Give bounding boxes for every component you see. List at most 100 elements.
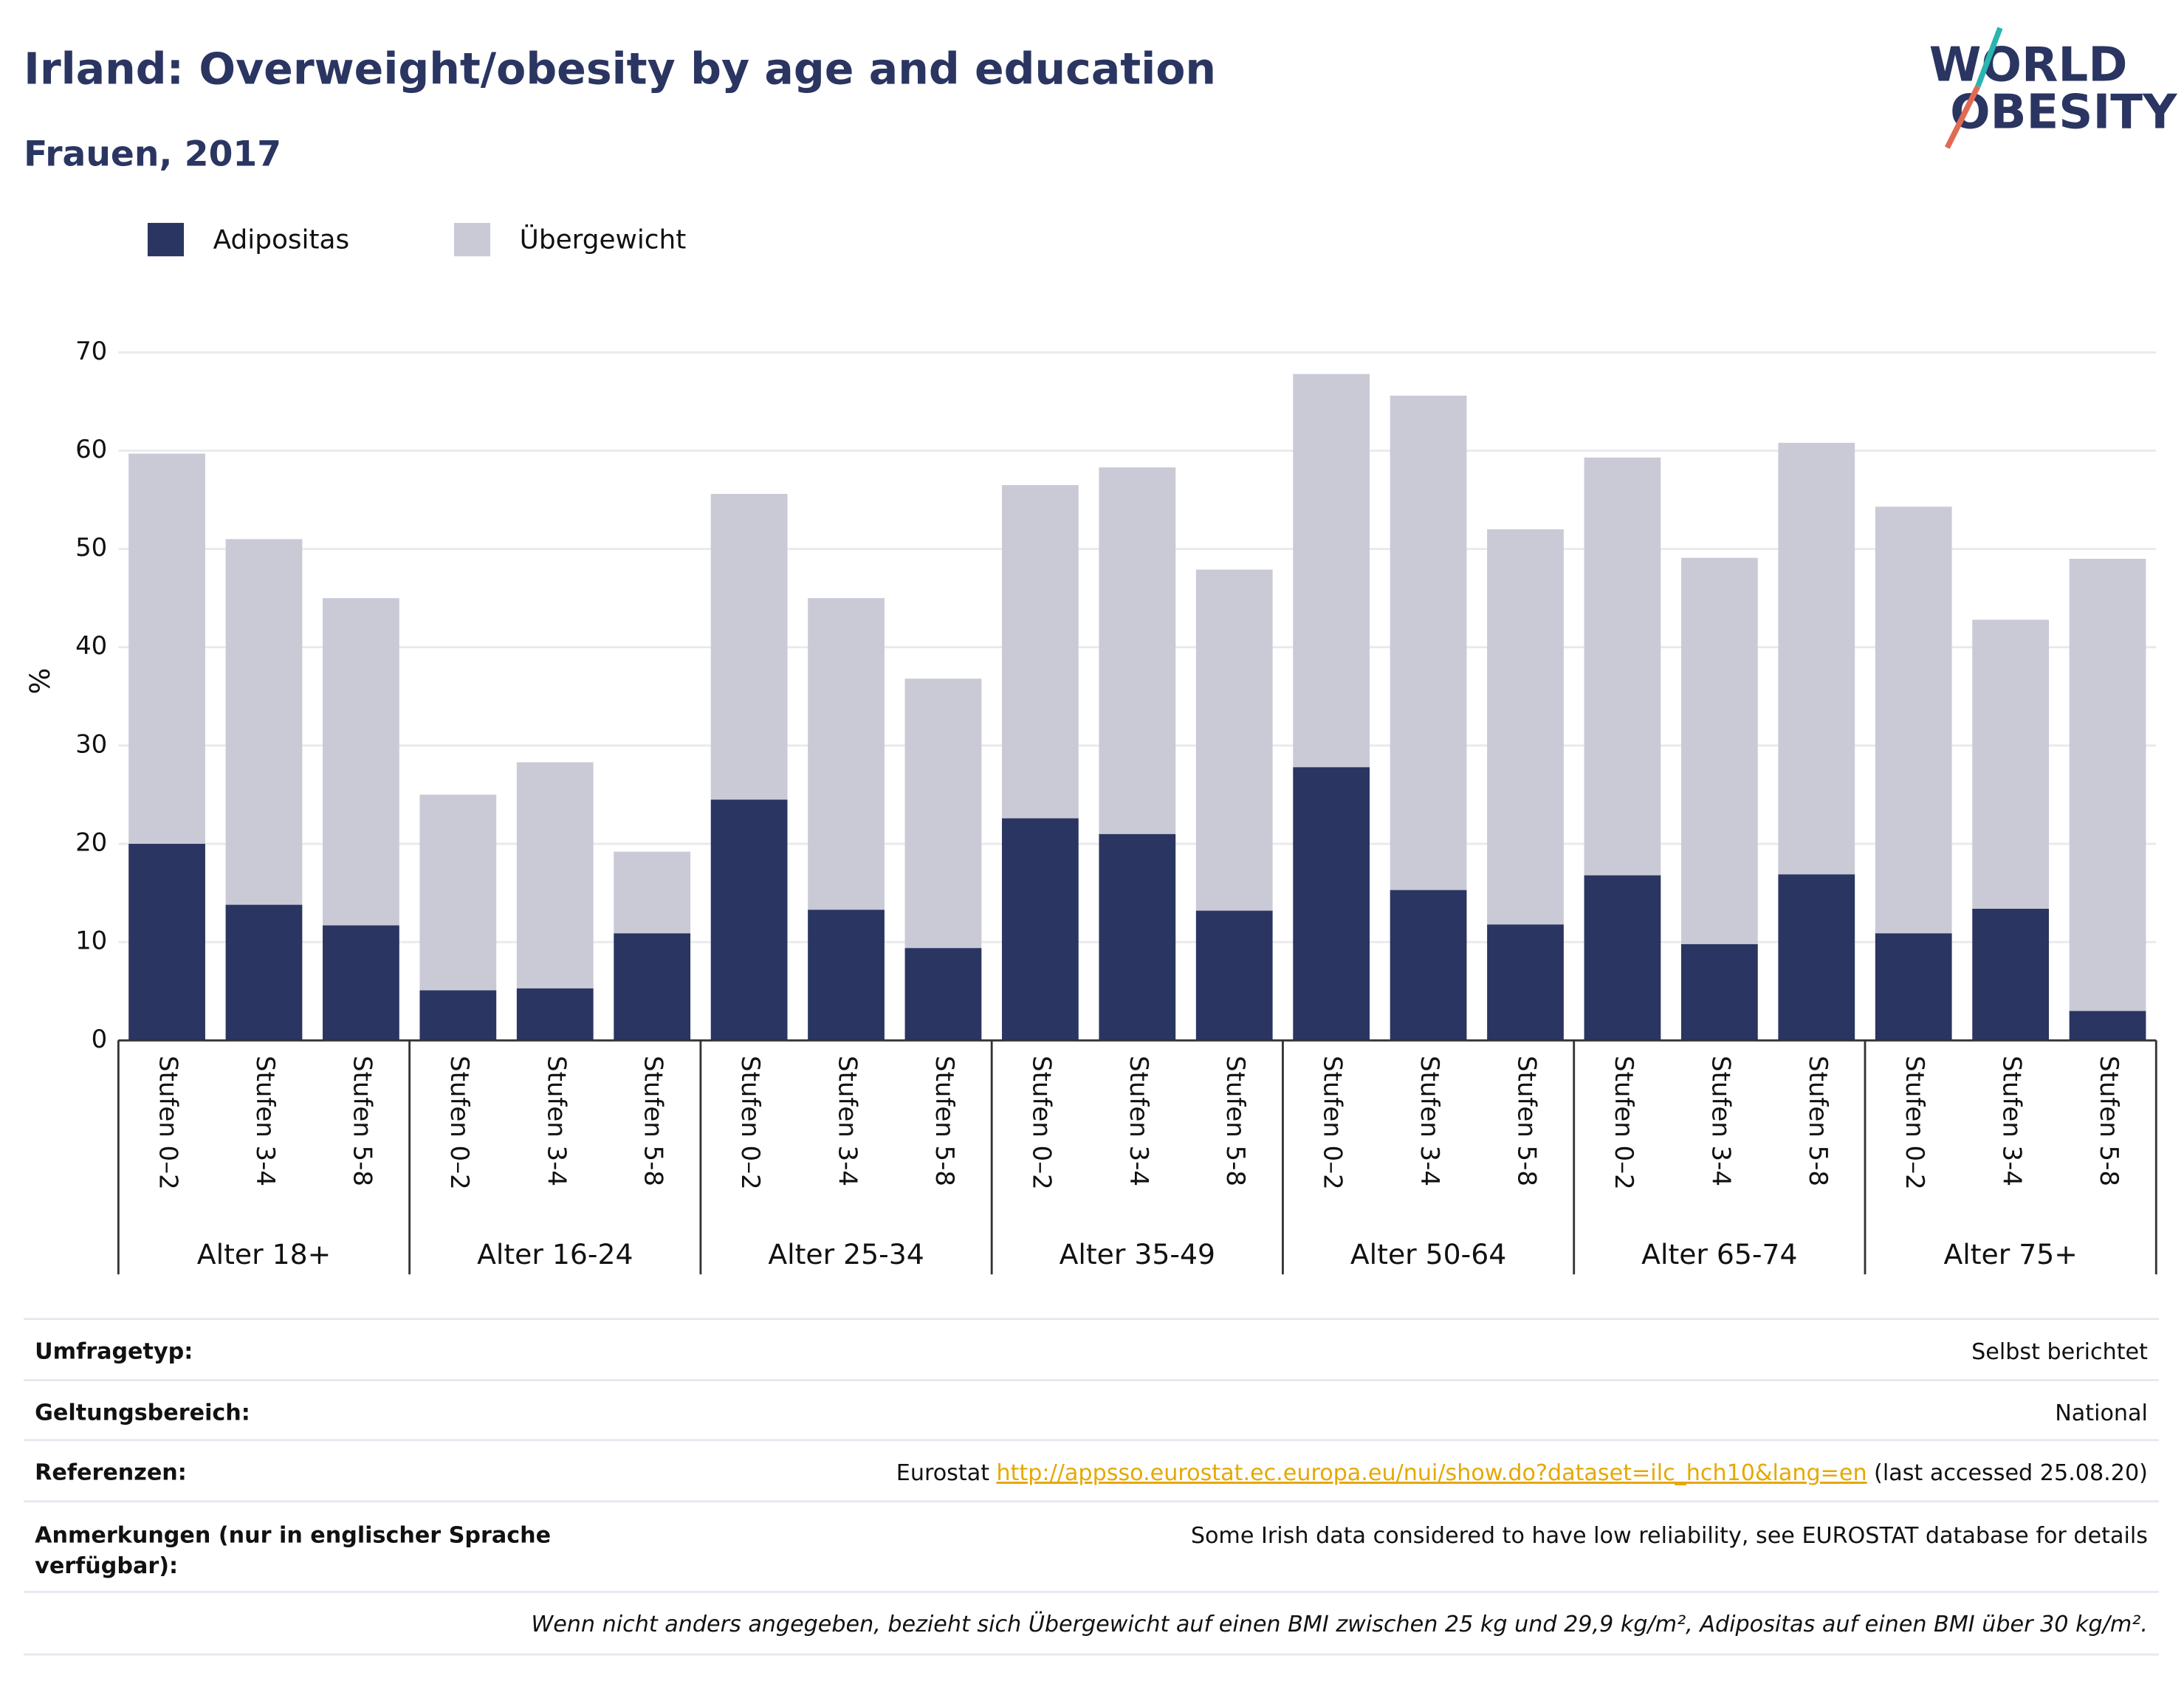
x-tick-label: Stufen 3-4 bbox=[250, 1056, 280, 1186]
group-label: Alter 25-34 bbox=[768, 1238, 924, 1271]
x-tick-label: Stufen 5-8 bbox=[930, 1056, 959, 1186]
footer-value: National bbox=[2055, 1400, 2148, 1426]
bar-segment bbox=[808, 910, 885, 1041]
legend-label: Adipositas bbox=[213, 224, 350, 255]
bar-segment bbox=[904, 948, 982, 1041]
bar-segment bbox=[225, 539, 303, 905]
x-tick-label: Stufen 0–2 bbox=[1900, 1056, 1929, 1190]
logo-text: WORLD bbox=[1929, 37, 2128, 92]
group-label: Alter 35-49 bbox=[1060, 1238, 1215, 1271]
bar-segment bbox=[1293, 767, 1370, 1041]
bar-segment bbox=[1002, 818, 1079, 1041]
y-tick-label: 70 bbox=[75, 337, 107, 366]
bar-segment bbox=[419, 794, 497, 991]
y-tick-label: 40 bbox=[75, 631, 107, 661]
bar-segment bbox=[1487, 924, 1564, 1041]
chart-title: Irland: Overweight/obesity by age and ed… bbox=[24, 44, 1216, 94]
x-tick-label: Stufen 3-4 bbox=[1706, 1056, 1735, 1186]
footer-value-part: Eurostat bbox=[896, 1460, 989, 1485]
footnote: Wenn nicht anders angegeben, bezieht sic… bbox=[531, 1610, 2148, 1637]
x-tick-label: Stufen 0–2 bbox=[1318, 1056, 1347, 1190]
footer-value-part: Some Irish data considered to have low r… bbox=[1191, 1522, 2148, 1548]
reference-link[interactable]: http://appsso.eurostat.ec.europa.eu/nui/… bbox=[997, 1460, 1867, 1485]
footer-label: Geltungsbereich: bbox=[35, 1400, 250, 1426]
bar-segment bbox=[1195, 569, 1273, 911]
y-tick-label: 10 bbox=[75, 926, 107, 956]
bar-segment bbox=[904, 678, 982, 949]
bar-segment bbox=[225, 904, 303, 1041]
group-label: Alter 65-74 bbox=[1641, 1238, 1797, 1271]
x-tick-label: Stufen 5-8 bbox=[1512, 1056, 1542, 1186]
bar-segment bbox=[1778, 874, 1855, 1041]
x-tick-label: Stufen 3-4 bbox=[1124, 1056, 1153, 1186]
bar-segment bbox=[710, 494, 788, 800]
legend-label: Übergewicht bbox=[520, 224, 687, 255]
bar-segment bbox=[614, 851, 691, 934]
bar-segment bbox=[1972, 619, 2050, 909]
bar-segment bbox=[128, 844, 205, 1041]
bar-segment bbox=[1680, 943, 1758, 1041]
group-label: Alter 16-24 bbox=[477, 1238, 633, 1271]
bar-segment bbox=[2069, 558, 2146, 1011]
x-tick-label: Stufen 0–2 bbox=[1609, 1056, 1638, 1190]
logo-slash bbox=[1944, 85, 1981, 149]
y-tick-label: 30 bbox=[75, 729, 107, 759]
footer-label: Referenzen: bbox=[35, 1460, 187, 1485]
bar-segment bbox=[516, 762, 594, 989]
x-tick-label: Stufen 5-8 bbox=[1803, 1056, 1833, 1186]
group-label: Alter 50-64 bbox=[1350, 1238, 1506, 1271]
footer-label: Umfragetyp: bbox=[35, 1338, 193, 1364]
logo-slash bbox=[1975, 27, 2003, 88]
footer-value: Eurostat http://appsso.eurostat.ec.europa… bbox=[896, 1460, 2148, 1485]
x-tick-label: Stufen 0–2 bbox=[444, 1056, 474, 1190]
y-axis-label: % bbox=[24, 668, 56, 695]
y-tick-label: 0 bbox=[92, 1025, 108, 1054]
group-label: Alter 18+ bbox=[197, 1238, 331, 1271]
x-tick-label: Stufen 0–2 bbox=[1026, 1056, 1056, 1190]
x-tick-label: Stufen 0–2 bbox=[735, 1056, 765, 1190]
bar-segment bbox=[323, 598, 399, 926]
logo-text: OBESITY bbox=[1950, 85, 2178, 140]
x-tick-label: Stufen 3-4 bbox=[833, 1056, 862, 1186]
x-tick-label: Stufen 3-4 bbox=[1997, 1056, 2027, 1186]
bar-segment bbox=[1390, 890, 1467, 1041]
bar-segment bbox=[1875, 933, 1952, 1041]
x-tick-label: Stufen 5-8 bbox=[1220, 1056, 1250, 1186]
group-label: Alter 75+ bbox=[1943, 1238, 2077, 1271]
legend-swatch bbox=[147, 222, 185, 257]
bar-segment bbox=[128, 453, 205, 845]
bar-segment bbox=[1195, 910, 1273, 1041]
x-tick-label: Stufen 5-8 bbox=[2094, 1056, 2123, 1186]
bar-segment bbox=[1487, 529, 1564, 925]
bar-segment bbox=[1680, 557, 1758, 944]
footer-value: Some Irish data considered to have low r… bbox=[1191, 1522, 2148, 1548]
bar-segment bbox=[1293, 374, 1370, 768]
x-tick-label: Stufen 0–2 bbox=[154, 1056, 183, 1190]
footer-value-part: Selbst berichtet bbox=[1971, 1338, 2148, 1364]
bar-segment bbox=[1099, 833, 1176, 1041]
bar-segment bbox=[710, 800, 788, 1041]
footer-value-part: National bbox=[2055, 1400, 2148, 1426]
bar-segment bbox=[1099, 467, 1176, 834]
bar-segment bbox=[1002, 485, 1079, 819]
x-tick-label: Stufen 5-8 bbox=[639, 1056, 668, 1186]
bar-segment bbox=[1584, 875, 1661, 1041]
y-tick-label: 50 bbox=[75, 533, 107, 563]
x-tick-label: Stufen 3-4 bbox=[541, 1056, 571, 1186]
bar-segment bbox=[323, 925, 399, 1041]
y-tick-label: 60 bbox=[75, 435, 107, 464]
bar-segment bbox=[2069, 1011, 2146, 1041]
y-tick-label: 20 bbox=[75, 828, 107, 858]
bar-segment bbox=[1584, 457, 1661, 876]
x-tick-label: Stufen 3-4 bbox=[1415, 1056, 1444, 1186]
footer-label: Anmerkungen (nur in englischer Sprache bbox=[35, 1522, 551, 1548]
bar-segment bbox=[419, 990, 497, 1041]
bar-segment bbox=[1390, 395, 1467, 890]
bar-segment bbox=[1778, 442, 1855, 875]
bar-segment bbox=[614, 933, 691, 1041]
bar-segment bbox=[1875, 506, 1952, 934]
bar-segment bbox=[1972, 908, 2050, 1041]
bar-segment bbox=[516, 988, 594, 1041]
x-tick-label: Stufen 5-8 bbox=[347, 1056, 377, 1186]
bar-segment bbox=[808, 598, 885, 910]
